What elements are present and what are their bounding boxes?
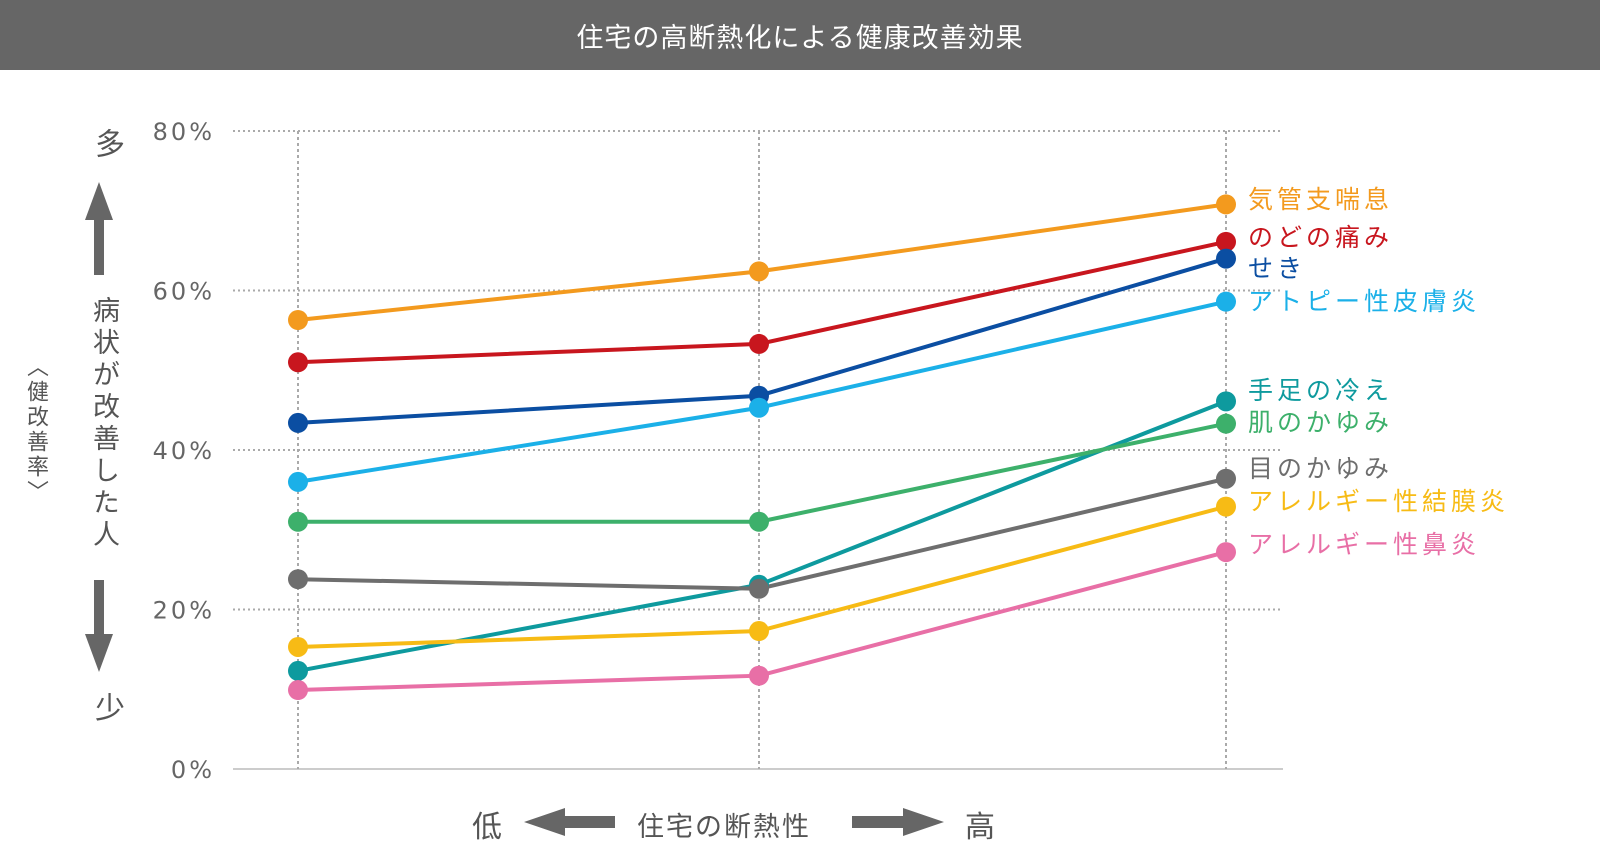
- series-label: せき: [1248, 254, 1306, 283]
- data-point: [1216, 291, 1236, 312]
- data-point: [288, 660, 308, 681]
- y-high-label: 多: [89, 128, 124, 162]
- series-label: のどの痛み: [1248, 223, 1393, 252]
- data-point: [1216, 496, 1236, 517]
- data-point: [288, 636, 308, 657]
- x-high-label: 高: [965, 810, 995, 845]
- series-label: アトピー性皮膚炎: [1248, 287, 1480, 316]
- series-label: 手足の冷え: [1248, 376, 1393, 405]
- data-point: [288, 471, 308, 492]
- series-label: アレルギー性鼻炎: [1248, 530, 1480, 559]
- series-label: 目のかゆみ: [1248, 454, 1393, 483]
- y-tick-label: 60%: [153, 278, 215, 306]
- y-tick-label: 0%: [171, 756, 215, 784]
- data-point: [1216, 194, 1236, 215]
- series-label: アレルギー性結膜炎: [1248, 487, 1509, 516]
- y-tick-label: 20%: [153, 597, 215, 625]
- data-point: [1216, 248, 1236, 269]
- series-label: 肌のかゆみ: [1248, 408, 1393, 437]
- x-low-label: 低: [472, 810, 502, 845]
- data-point: [749, 397, 769, 418]
- data-point: [749, 333, 769, 354]
- y-axis-sublabel: 〈健改善率〉: [23, 355, 48, 505]
- series-line: [298, 421, 1227, 524]
- data-point: [288, 310, 308, 331]
- arrow-right-icon: [852, 808, 944, 836]
- x-axis-label: 住宅の断熱性: [637, 812, 811, 843]
- data-point: [749, 665, 769, 686]
- data-point: [749, 511, 769, 532]
- data-point: [749, 578, 769, 599]
- series-label: 気管支喘息: [1248, 185, 1393, 214]
- data-point: [288, 680, 308, 701]
- data-point: [749, 261, 769, 282]
- data-point: [1216, 468, 1236, 489]
- y-tick-label: 40%: [153, 437, 215, 465]
- chart-title: 住宅の高断熱化による健康改善効果: [0, 0, 1600, 70]
- arrow-up-icon: [85, 182, 113, 275]
- arrow-down-icon: [85, 580, 113, 672]
- series-line: [297, 476, 1227, 591]
- y-low-label: 少: [89, 692, 124, 726]
- y-axis-label: 病状が改善した人: [88, 296, 119, 552]
- data-point: [749, 621, 769, 642]
- data-point: [1216, 413, 1236, 434]
- arrow-left-icon: [524, 808, 615, 836]
- data-point: [288, 511, 308, 532]
- data-point: [288, 352, 308, 373]
- y-tick-label: 80%: [153, 118, 215, 146]
- data-point: [1216, 391, 1236, 412]
- data-point: [288, 412, 308, 433]
- data-point: [1216, 231, 1236, 252]
- data-point: [1216, 542, 1236, 563]
- data-point: [288, 569, 308, 590]
